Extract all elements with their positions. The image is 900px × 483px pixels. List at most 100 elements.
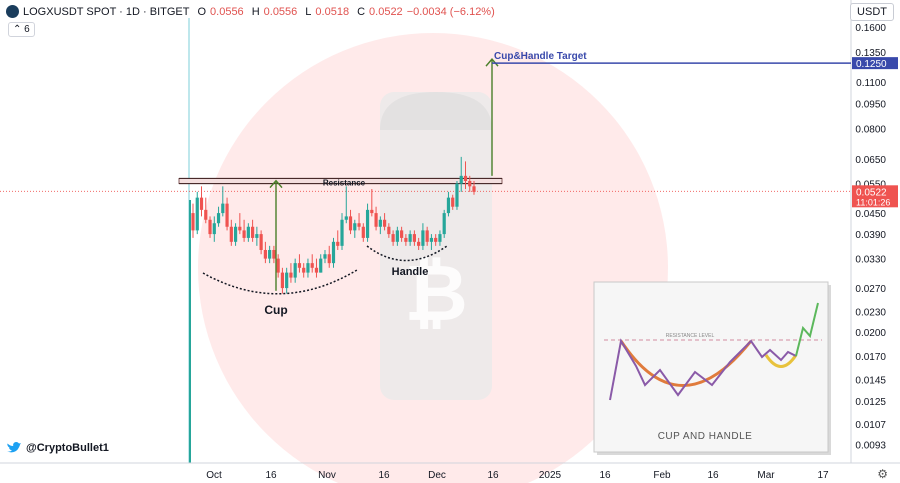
y-tick-label: 0.0200 [855, 328, 886, 339]
bitcoin-watermark-icon: ₿ [404, 249, 468, 337]
candle-body [340, 219, 344, 246]
inset-price-path [609, 338, 797, 401]
y-tick-label: 0.1350 [855, 48, 886, 59]
candle-body [276, 258, 280, 273]
x-tick-label: 16 [599, 470, 611, 481]
candle-body [442, 213, 446, 235]
candle-body [272, 249, 276, 259]
handle-curve [366, 245, 448, 262]
y-tick-label: 0.0800 [855, 125, 886, 136]
cup-label: Cup [264, 303, 287, 317]
candle-body [412, 234, 416, 242]
target-label: Cup&Handle Target [494, 51, 587, 62]
candle-body [302, 267, 306, 273]
inset-breakout-path [795, 302, 819, 357]
y-tick-label: 0.0330 [855, 255, 886, 266]
candle-body [344, 216, 348, 220]
candle-body [246, 226, 250, 238]
candle-body [463, 175, 468, 181]
candle-body [357, 223, 361, 227]
candle-body [434, 237, 438, 242]
y-tick-label: 0.0145 [855, 375, 886, 386]
low-value: 0.0518 [315, 5, 350, 18]
symbol-title: LOGXUSDT SPOT · 1D · BITGET [23, 5, 190, 18]
candle-body [310, 263, 314, 268]
open-value: 0.0556 [210, 5, 244, 18]
close-value: 0.0522 [369, 5, 403, 18]
watermark-bullet [380, 92, 492, 400]
price-tag-countdown: 11:01:26 [856, 197, 890, 207]
x-tick-label: Feb [653, 470, 671, 481]
candle-body [314, 267, 319, 273]
candle-body [221, 203, 225, 214]
author-credit: @CryptoBullet1 [6, 441, 109, 455]
candle-body [348, 216, 353, 231]
candle-body [242, 230, 246, 238]
y-tick-label: 0.0230 [855, 308, 886, 319]
candle-body [429, 237, 434, 242]
candle-body [259, 234, 263, 250]
candle-body [425, 230, 429, 242]
candle-body [459, 175, 463, 184]
high-label: H [251, 5, 260, 18]
candle-body [225, 203, 229, 227]
candle-body [212, 223, 216, 235]
y-tick-label: 0.0170 [855, 352, 886, 363]
candle-body [208, 219, 212, 235]
x-tick-label: Dec [428, 470, 446, 481]
x-tick-label: 16 [487, 470, 499, 481]
candle-body [191, 213, 195, 231]
candle-body [306, 263, 310, 273]
x-tick-label: Mar [757, 470, 775, 481]
settings-gear-icon[interactable]: ⚙ [877, 467, 888, 481]
y-tick-label: 0.0950 [855, 99, 886, 110]
candle-body [336, 241, 340, 246]
y-tick-label: 0.1600 [855, 23, 886, 34]
candle-body [229, 226, 233, 242]
x-tick-label: 16 [378, 470, 390, 481]
coin-logo-icon [6, 5, 19, 18]
x-tick-label: 2025 [539, 470, 562, 481]
handle-label: Handle [392, 266, 429, 278]
candle-body [293, 263, 297, 278]
chart-header: LOGXUSDT SPOT · 1D · BITGET O 0.0556 H 0.0… [6, 5, 495, 18]
candle-body [255, 234, 259, 238]
indicator-count: 6 [24, 24, 30, 35]
open-label: O [197, 5, 207, 18]
candle-body [417, 241, 421, 246]
resistance-label: Resistance [323, 178, 366, 187]
candle-body [195, 197, 199, 231]
candle-body [374, 213, 378, 227]
x-tick-label: Oct [206, 470, 222, 481]
price-tag-value: 0.1250 [856, 59, 887, 70]
candle-body [353, 223, 357, 231]
indicator-toggle[interactable]: ⌃ 6 [8, 22, 35, 37]
change-value: −0.0034 (−6.12%) [406, 5, 495, 18]
price-tag-value: 0.0522 [856, 187, 887, 198]
currency-button[interactable]: USDT [850, 3, 894, 21]
inset-panel [593, 281, 829, 453]
y-tick-label: 0.0390 [855, 230, 886, 241]
price-tag [852, 57, 898, 70]
candle-body [199, 197, 204, 210]
low-label: L [305, 5, 312, 18]
y-tick-label: 0.0450 [855, 209, 886, 220]
inset-handle-arc [764, 354, 798, 368]
candle-body [361, 226, 365, 238]
high-value: 0.0556 [263, 5, 298, 18]
x-tick-label: 16 [707, 470, 719, 481]
candle-body [455, 183, 459, 207]
y-tick-label: 0.0270 [855, 284, 886, 295]
candle-body [438, 234, 442, 242]
y-tick-label: 0.0550 [855, 180, 886, 191]
y-tick-label: 0.1100 [856, 78, 886, 89]
x-tick-label: Nov [318, 470, 336, 481]
candle-body [378, 219, 382, 227]
cup-depth-arrow-head [269, 179, 283, 189]
candle-body [395, 230, 399, 242]
candle-body [323, 254, 327, 259]
candle-body [370, 209, 374, 214]
candle-body [391, 234, 395, 242]
candle-body [331, 241, 336, 264]
